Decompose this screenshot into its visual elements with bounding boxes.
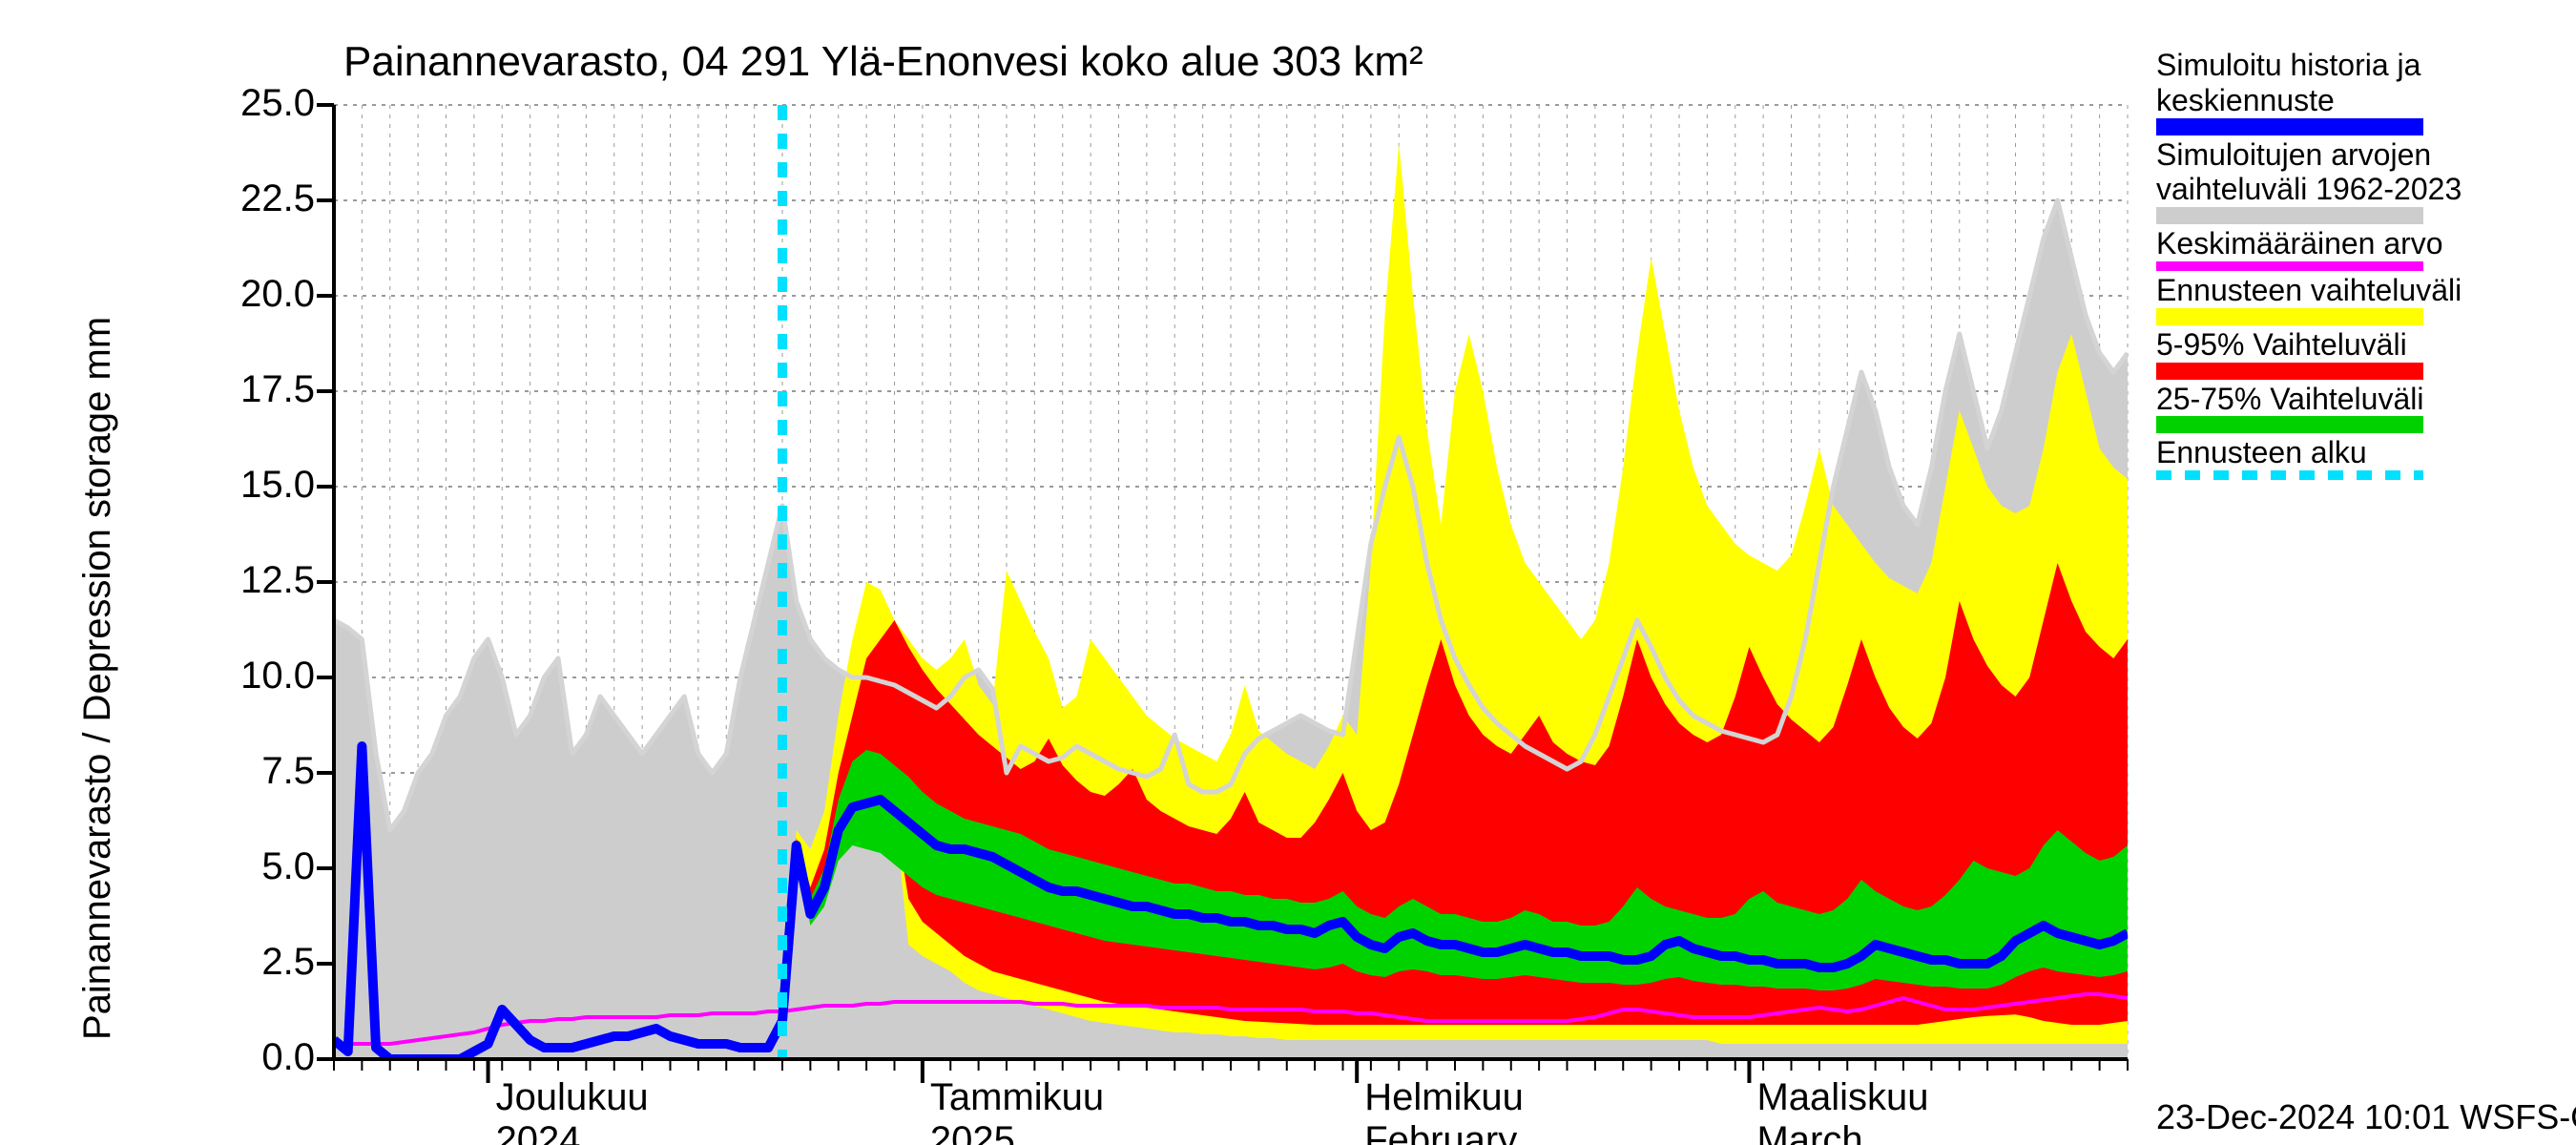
legend-label: Simuloitu historia jakeskiennuste xyxy=(2156,48,2462,118)
legend-swatch xyxy=(2156,261,2423,271)
y-tick: 17.5 xyxy=(210,368,315,411)
y-tick: 15.0 xyxy=(210,464,315,507)
y-tick: 5.0 xyxy=(210,845,315,888)
y-tick: 0.0 xyxy=(210,1036,315,1079)
timestamp-footer: 23-Dec-2024 10:01 WSFS-O xyxy=(2156,1097,2576,1137)
y-tick: 12.5 xyxy=(210,559,315,602)
legend-swatch xyxy=(2156,363,2423,380)
legend-swatch xyxy=(2156,470,2423,480)
legend-entry: Ennusteen vaihteluväli xyxy=(2156,273,2462,325)
y-tick: 10.0 xyxy=(210,655,315,697)
legend-entry: Keskimääräinen arvo xyxy=(2156,226,2462,271)
y-tick: 7.5 xyxy=(210,750,315,793)
legend-label: 5-95% Vaihteluväli xyxy=(2156,327,2462,363)
chart-container: Painannevarasto, 04 291 Ylä-Enonvesi kok… xyxy=(0,0,2576,1145)
legend-entry: Ennusteen alku xyxy=(2156,435,2462,480)
legend-label: Ennusteen alku xyxy=(2156,435,2462,470)
legend-swatch xyxy=(2156,118,2423,135)
x-tick-label: Tammikuu2025 xyxy=(930,1076,1104,1145)
y-tick: 20.0 xyxy=(210,273,315,316)
y-tick: 2.5 xyxy=(210,941,315,984)
legend-label: Keskimääräinen arvo xyxy=(2156,226,2462,261)
legend-entry: 5-95% Vaihteluväli xyxy=(2156,327,2462,380)
legend: Simuloitu historia jakeskiennuste Simuloi… xyxy=(2156,48,2462,482)
x-tick-label: MaaliskuuMarch xyxy=(1756,1076,1928,1145)
y-axis-label: Painannevarasto / Depression storage mm xyxy=(76,317,119,1040)
legend-entry: Simuloitujen arvojenvaihteluväli 1962-20… xyxy=(2156,137,2462,225)
legend-entry: 25-75% Vaihteluväli xyxy=(2156,382,2462,434)
plot-area xyxy=(334,105,2128,1059)
legend-label: Simuloitujen arvojenvaihteluväli 1962-20… xyxy=(2156,137,2462,208)
legend-label: Ennusteen vaihteluväli xyxy=(2156,273,2462,308)
legend-label: 25-75% Vaihteluväli xyxy=(2156,382,2462,417)
legend-swatch xyxy=(2156,207,2423,224)
x-tick-label: HelmikuuFebruary xyxy=(1364,1076,1524,1145)
x-tick-label: Joulukuu2024 xyxy=(496,1076,649,1145)
chart-title: Painannevarasto, 04 291 Ylä-Enonvesi kok… xyxy=(343,38,1423,86)
legend-swatch xyxy=(2156,308,2423,325)
y-tick: 22.5 xyxy=(210,177,315,220)
y-tick: 25.0 xyxy=(210,82,315,125)
legend-swatch xyxy=(2156,416,2423,433)
legend-entry: Simuloitu historia jakeskiennuste xyxy=(2156,48,2462,135)
